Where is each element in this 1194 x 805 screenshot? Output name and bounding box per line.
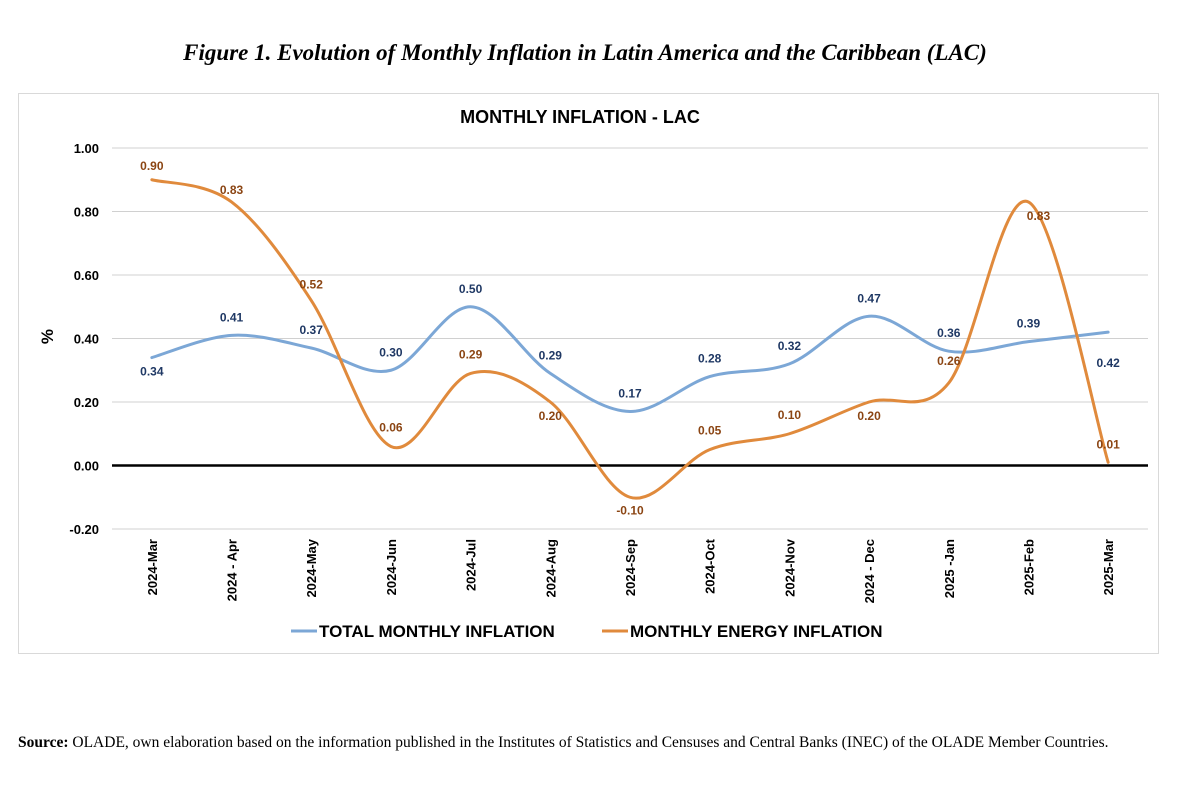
- data-label: 0.01: [1096, 437, 1120, 451]
- data-label: 0.39: [1017, 317, 1041, 331]
- data-label: 0.05: [698, 424, 722, 438]
- y-tick-label: 0.40: [74, 332, 99, 347]
- data-label: 0.29: [459, 347, 483, 361]
- legend-label: MONTHLY ENERGY INFLATION: [630, 622, 883, 641]
- data-label: 0.17: [618, 387, 642, 401]
- data-label: 0.50: [459, 282, 483, 296]
- data-label: 0.47: [857, 291, 881, 305]
- legend-label: TOTAL MONTHLY INFLATION: [319, 622, 555, 641]
- source-note: Source: OLADE, own elaboration based on …: [18, 731, 1158, 754]
- data-label: 0.20: [857, 409, 881, 423]
- data-label: 0.83: [1027, 209, 1051, 223]
- x-tick-label: 2025-Feb: [1021, 539, 1036, 595]
- y-axis-label: %: [38, 329, 57, 344]
- y-tick-label: 0.60: [74, 268, 99, 283]
- data-label: -0.10: [616, 503, 644, 517]
- y-tick-label: 1.00: [74, 141, 99, 156]
- data-label: 0.32: [778, 339, 802, 353]
- x-tick-label: 2024-Jul: [464, 539, 479, 591]
- y-tick-label: 0.00: [74, 459, 99, 474]
- chart-frame: MONTHLY INFLATION - LAC 1.00 0.80 0.60 0.40 0…: [18, 93, 1159, 654]
- chart-title: MONTHLY INFLATION - LAC: [460, 107, 700, 127]
- data-label: 0.90: [140, 159, 164, 173]
- data-label: 0.42: [1096, 356, 1120, 370]
- figure-title: Figure 1. Evolution of Monthly Inflation…: [183, 40, 987, 65]
- x-tick-label: 2024 - Apr: [225, 539, 240, 601]
- data-label: 0.30: [379, 345, 403, 359]
- series-line-energy: [150, 178, 1110, 500]
- data-label: 0.29: [539, 348, 563, 362]
- x-tick-label: 2024-Sep: [623, 539, 638, 596]
- data-label: 0.36: [937, 326, 961, 340]
- source-label: Source:: [18, 734, 69, 751]
- x-tick-label: 2025-Mar: [1101, 539, 1116, 595]
- x-tick-label: 2024-Mar: [145, 539, 160, 595]
- data-label: 0.06: [379, 420, 403, 434]
- x-tick-label: 2024-May: [304, 538, 319, 597]
- data-label: 0.34: [140, 365, 164, 379]
- line-chart: MONTHLY INFLATION - LAC 1.00 0.80 0.60 0.40 0…: [38, 107, 1148, 641]
- data-label: 0.28: [698, 352, 722, 366]
- y-tick-label: 0.20: [74, 395, 99, 410]
- series-line-total: [150, 305, 1110, 414]
- source-text: OLADE, own elaboration based on the info…: [72, 734, 1109, 751]
- x-tick-label: 2025 -Jan: [942, 539, 957, 598]
- data-label: 0.20: [539, 409, 563, 423]
- data-label: 0.10: [778, 408, 802, 422]
- x-tick-label: 2024-Jun: [384, 539, 399, 595]
- data-label: 0.26: [937, 354, 961, 368]
- x-tick-label: 2024-Aug: [543, 539, 558, 598]
- data-label: 0.41: [220, 310, 244, 324]
- x-tick-label: 2024-Nov: [782, 538, 797, 597]
- data-label: 0.37: [300, 323, 324, 337]
- x-tick-label: 2024-Oct: [703, 538, 718, 594]
- y-tick-label: -0.20: [69, 522, 99, 537]
- data-label: 0.52: [300, 277, 324, 291]
- y-tick-label: 0.80: [74, 205, 99, 220]
- x-tick-label: 2024 - Dec: [862, 539, 877, 603]
- data-label: 0.83: [220, 183, 244, 197]
